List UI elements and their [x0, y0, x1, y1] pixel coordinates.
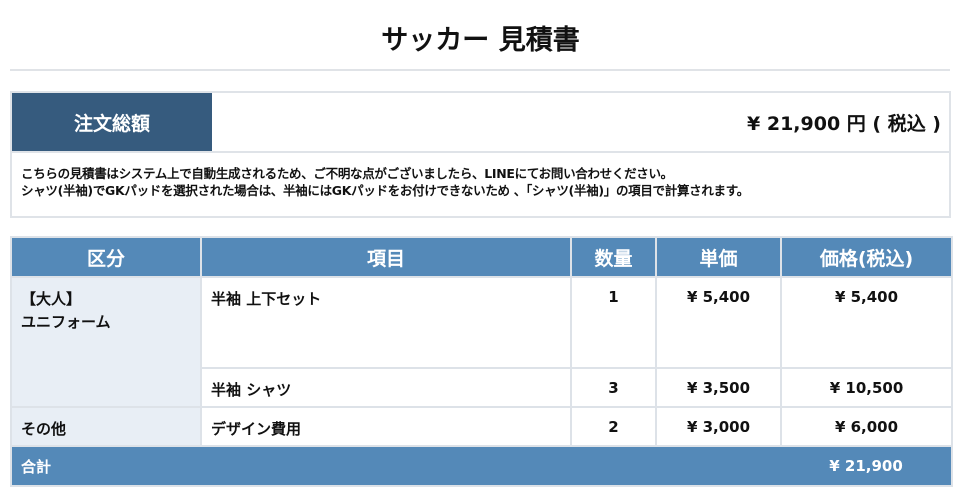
header-unit-price: 単価 — [655, 237, 782, 278]
category-label: ユニフォーム — [21, 313, 111, 331]
note-line: シャツ(半袖)でGKパッドを選択された場合は、半袖にはGKパッドをお付けできない… — [21, 183, 749, 198]
table-row: その他 デザイン費用 2 ¥ 3,000 ¥ 6,000 — [10, 406, 953, 447]
item-cell: デザイン費用 — [200, 406, 572, 447]
category-cell: 【大人】ユニフォーム — [10, 276, 202, 408]
page-title: サッカー 見積書 — [381, 25, 580, 56]
item-cell: 半袖 上下セット — [200, 276, 572, 369]
header-qty: 数量 — [570, 237, 657, 278]
header-price: 価格(税込) — [780, 237, 953, 278]
total-row: 合計 ¥ 21,900 — [10, 445, 953, 487]
qty-cell: 2 — [570, 406, 657, 447]
total-label: 合計 — [10, 445, 781, 487]
price-cell: ¥ 10,500 — [780, 367, 953, 408]
order-total-value: ¥ 21,900 円 ( 税込 ) — [747, 112, 941, 135]
price-cell: ¥ 6,000 — [780, 406, 953, 447]
qty-cell: 1 — [570, 276, 657, 369]
total-value: ¥ 21,900 — [781, 445, 953, 487]
divider — [10, 69, 950, 71]
qty-cell: 3 — [570, 367, 657, 408]
table-row: 【大人】ユニフォーム 半袖 上下セット 1 ¥ 5,400 ¥ 5,400 — [10, 276, 953, 408]
order-summary: 注文総額 ¥ 21,900 円 ( 税込 ) こちらの見積書はシステム上で自動生… — [10, 91, 951, 218]
order-total-label: 注文総額 — [12, 93, 212, 151]
unit-price-cell: ¥ 5,400 — [655, 276, 782, 369]
header-item: 項目 — [200, 237, 572, 278]
notes: こちらの見積書はシステム上で自動生成されるため、ご不明な点がございましたら、LI… — [12, 151, 949, 216]
table-row: 半袖 シャツ 3 ¥ 3,500 ¥ 10,500 — [11, 367, 953, 408]
header-category: 区分 — [10, 237, 202, 278]
category-cell: その他 — [10, 406, 202, 447]
estimate-table: 区分 項目 数量 単価 価格(税込) 【大人】ユニフォーム 半袖 上下セット 1… — [10, 236, 953, 487]
note-line: こちらの見積書はシステム上で自動生成されるため、ご不明な点がございましたら、LI… — [21, 166, 673, 181]
category-label: 【大人】 — [21, 290, 82, 308]
unit-price-cell: ¥ 3,500 — [655, 367, 782, 408]
item-cell: 半袖 シャツ — [200, 367, 572, 408]
unit-price-cell: ¥ 3,000 — [655, 406, 782, 447]
table-header: 区分 項目 数量 単価 価格(税込) — [10, 237, 953, 278]
price-cell: ¥ 5,400 — [780, 276, 953, 369]
